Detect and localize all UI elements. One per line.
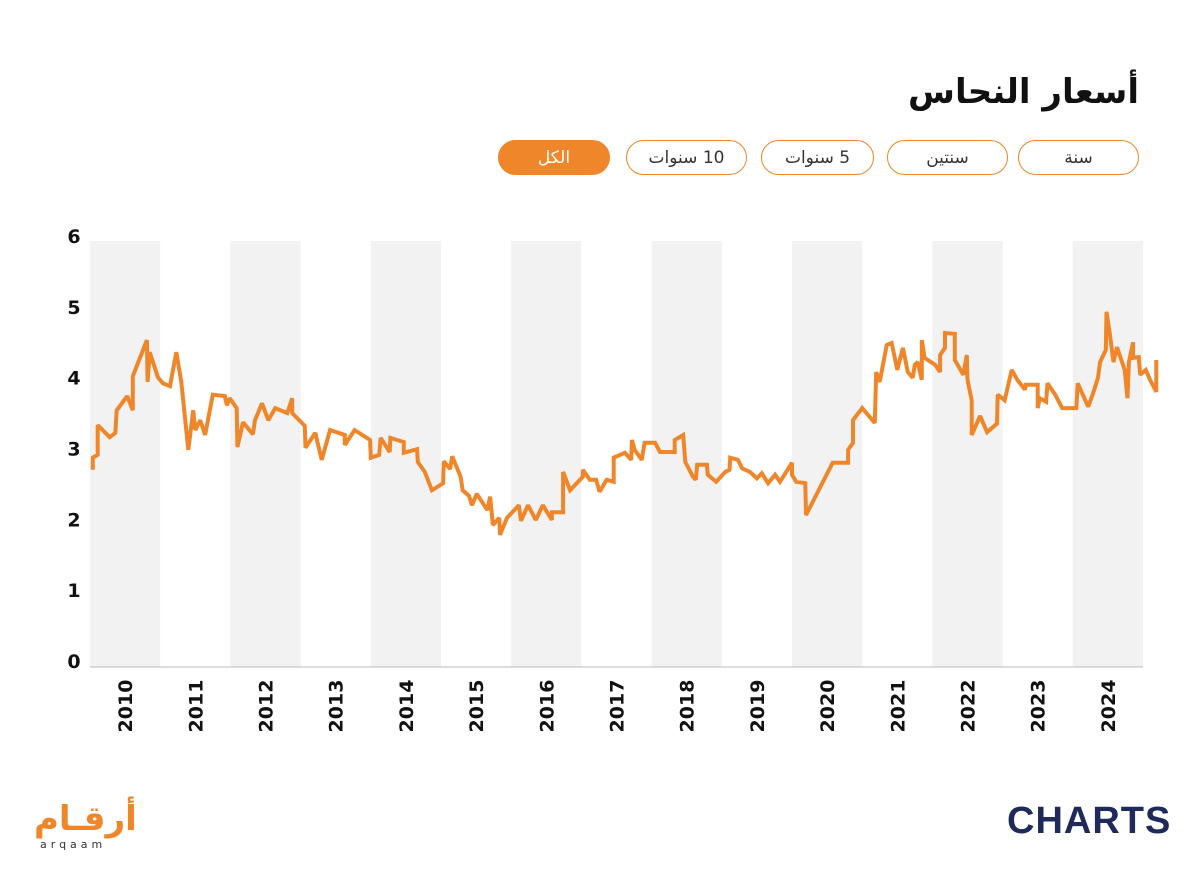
x-tick-label: 2020 bbox=[817, 680, 839, 733]
chart: 2010 2011 2012 2013 2014 2015 2016 2017 2018 2019… bbox=[67, 226, 1159, 733]
year-band bbox=[230, 241, 301, 667]
range-button[interactable]: سنة bbox=[1018, 140, 1139, 175]
x-tick-label: 2012 bbox=[255, 680, 277, 733]
charts-logo: CHARTS bbox=[1007, 800, 1172, 842]
x-tick-label: 2024 bbox=[1098, 680, 1120, 733]
y-tick-label: 5 bbox=[67, 297, 80, 319]
x-tick-label: 2011 bbox=[185, 680, 207, 733]
x-tick-label: 2021 bbox=[887, 680, 909, 733]
year-band bbox=[932, 241, 1003, 667]
year-band bbox=[90, 241, 161, 667]
x-tick-label: 2017 bbox=[606, 680, 628, 733]
x-tick-label: 2010 bbox=[115, 680, 137, 733]
x-tick-label: 2023 bbox=[1028, 680, 1050, 733]
y-tick-label: 0 bbox=[67, 651, 80, 673]
x-tick-label: 2016 bbox=[536, 680, 558, 733]
range-button[interactable]: 5 سنوات bbox=[761, 140, 874, 175]
year-band bbox=[1072, 241, 1143, 667]
x-tick-label: 2018 bbox=[677, 680, 699, 733]
year-band bbox=[791, 241, 863, 667]
y-tick-label: 1 bbox=[67, 580, 80, 602]
y-tick-label: 2 bbox=[67, 509, 80, 531]
x-tick-label: 2015 bbox=[466, 680, 488, 733]
range-button[interactable]: الكل bbox=[498, 140, 610, 175]
y-tick-label: 4 bbox=[67, 368, 80, 390]
price-line bbox=[90, 311, 1159, 536]
x-tick-label: 2014 bbox=[396, 680, 418, 733]
arqaam-logo: أرقـام bbox=[34, 799, 137, 839]
range-button[interactable]: سنتين bbox=[887, 140, 1008, 175]
year-band bbox=[511, 241, 582, 667]
y-tick-label: 6 bbox=[67, 226, 80, 248]
x-tick-label: 2019 bbox=[747, 680, 769, 733]
arqaam-logo-latin: arqaam bbox=[40, 838, 107, 851]
y-tick-label: 3 bbox=[67, 439, 80, 461]
x-tick-label: 2022 bbox=[957, 680, 979, 733]
x-tick-label: 2013 bbox=[326, 680, 348, 733]
chart-title: أسعار النحاس bbox=[908, 72, 1139, 112]
range-button[interactable]: 10 سنوات bbox=[626, 140, 747, 175]
